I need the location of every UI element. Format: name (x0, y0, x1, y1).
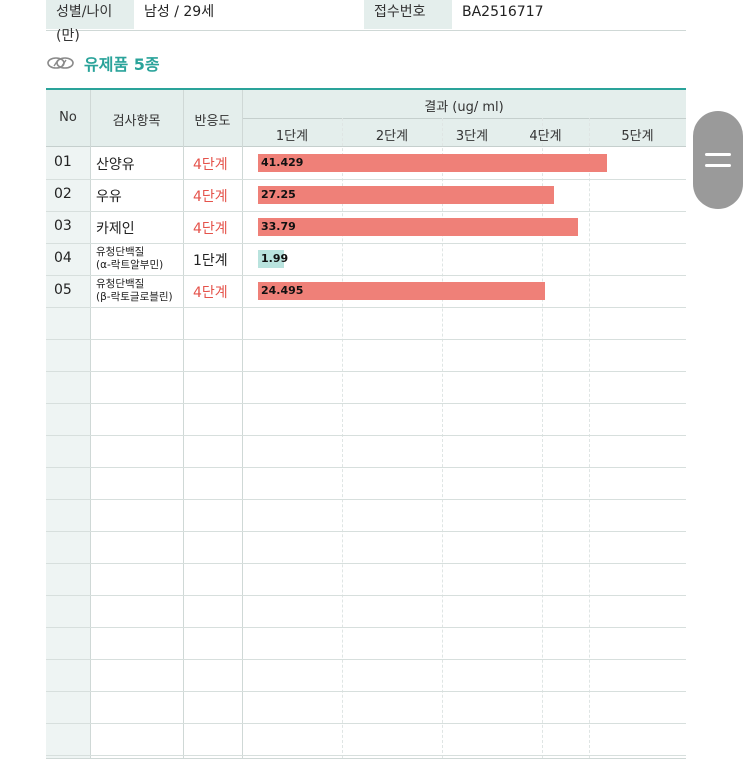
header-stage-3: 3단계 (455, 129, 489, 144)
receipt-value: BA2516717 (462, 4, 544, 20)
row-number: 03 (54, 218, 72, 234)
result-value: 33.79 (261, 220, 296, 233)
item-name: 유청단백질 (96, 278, 145, 290)
reactivity-level: 4단계 (193, 285, 228, 301)
header-stage-4: 4단계 (529, 129, 562, 144)
result-bar: 41.429 (258, 154, 607, 172)
result-value: 41.429 (261, 156, 304, 169)
result-value: 24.495 (261, 284, 304, 297)
gender-age-value: 남성 / 29세 (144, 4, 215, 20)
row-number: 04 (54, 250, 72, 266)
result-bar: 24.495 (258, 282, 546, 300)
patient-info-bar: 성별/나이(만) 남성 / 29세 접수번호 BA2516717 (46, 0, 686, 44)
header-no: No (59, 110, 77, 125)
item-name: 산양유 (96, 157, 135, 173)
milk-drop-icon (47, 57, 74, 69)
item-name: 우유 (96, 189, 122, 205)
header-stage-2: 2단계 (375, 129, 409, 144)
item-subname: (α-락트알부민) (96, 259, 164, 271)
reactivity-level: 4단계 (193, 221, 228, 237)
gender-age-label: 성별/나이(만) (46, 0, 134, 44)
result-bar: 27.25 (258, 186, 554, 204)
header-stage-1: 1단계 (275, 129, 309, 144)
header-stage-5: 5단계 (621, 129, 654, 144)
result-value: 1.99 (261, 252, 289, 265)
allergy-result-table: No 검사항목 반응도 결과 (ug/ ml) 1단계 2단계 3단계 4단계 … (46, 88, 686, 759)
reactivity-level: 4단계 (193, 157, 228, 173)
header-item: 검사항목 (112, 114, 161, 129)
row-number: 01 (54, 154, 72, 170)
result-bar: 1.99 (258, 250, 288, 268)
header-result: 결과 (ug/ ml) (424, 100, 504, 115)
receipt-label: 접수번호 (364, 0, 452, 29)
section-title: 유제품 5종 (84, 55, 160, 74)
result-value: 27.25 (261, 188, 296, 201)
reactivity-level: 1단계 (193, 253, 228, 269)
no-column-strip (46, 147, 90, 758)
row-number: 02 (54, 186, 72, 202)
result-bar: 33.79 (258, 218, 578, 236)
item-subname: (β-락토글로블린) (96, 291, 173, 303)
reactivity-level: 4단계 (193, 189, 228, 205)
item-name: 카제인 (96, 221, 135, 237)
section-heading: 유제품 5종 (46, 50, 160, 76)
row-number: 05 (54, 282, 72, 298)
item-name: 유청단백질 (96, 246, 145, 258)
header-reactivity: 반응도 (194, 114, 231, 129)
floating-menu-button[interactable] (693, 111, 743, 209)
